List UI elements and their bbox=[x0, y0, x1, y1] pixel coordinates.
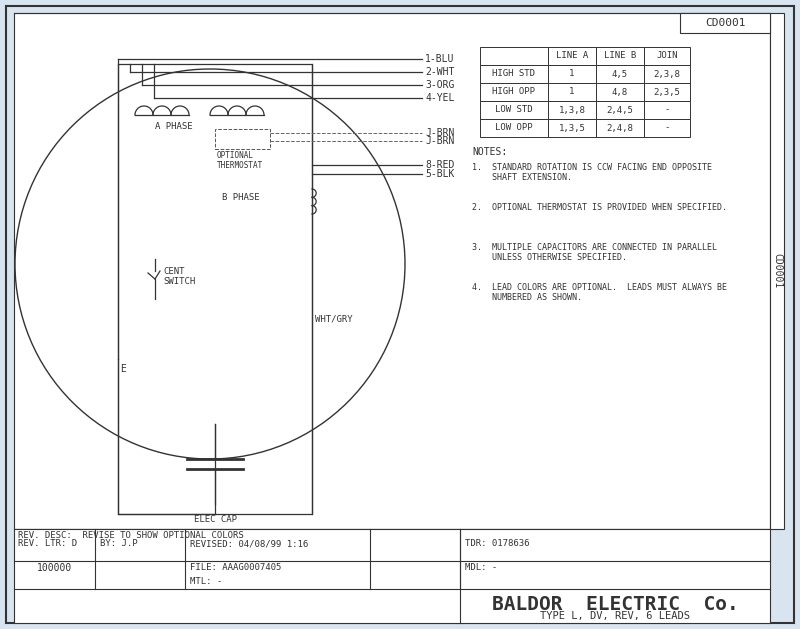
Bar bbox=[596, 47, 644, 65]
Text: 1: 1 bbox=[570, 87, 574, 96]
Bar bbox=[596, 83, 644, 101]
Text: REV. LTR: D: REV. LTR: D bbox=[18, 540, 77, 548]
Text: FILE: AAAG0007405: FILE: AAAG0007405 bbox=[190, 564, 282, 572]
Text: 4,8: 4,8 bbox=[612, 87, 628, 96]
Text: 3.  MULTIPLE CAPACITORS ARE CONNECTED IN PARALLEL
    UNLESS OTHERWISE SPECIFIED: 3. MULTIPLE CAPACITORS ARE CONNECTED IN … bbox=[472, 243, 717, 262]
Text: 1,3,8: 1,3,8 bbox=[558, 106, 586, 114]
Text: TDR: 0178636: TDR: 0178636 bbox=[465, 540, 530, 548]
Bar bbox=[680, 13, 770, 33]
Text: HIGH STD: HIGH STD bbox=[493, 69, 535, 79]
Bar bbox=[480, 119, 548, 137]
Text: ELEC CAP: ELEC CAP bbox=[194, 515, 237, 523]
Bar bbox=[644, 101, 690, 119]
Text: OPTIONAL
THERMOSTAT: OPTIONAL THERMOSTAT bbox=[217, 151, 263, 170]
Text: LOW STD: LOW STD bbox=[495, 106, 533, 114]
Text: 1,3,5: 1,3,5 bbox=[558, 123, 586, 133]
Text: 1.  STANDARD ROTATION IS CCW FACING END OPPOSITE
    SHAFT EXTENSION.: 1. STANDARD ROTATION IS CCW FACING END O… bbox=[472, 163, 712, 182]
Text: 2-WHT: 2-WHT bbox=[425, 67, 454, 77]
Text: 2,3,8: 2,3,8 bbox=[654, 69, 681, 79]
Text: 5-BLK: 5-BLK bbox=[425, 169, 454, 179]
Bar bbox=[548, 119, 596, 137]
Text: A PHASE: A PHASE bbox=[155, 122, 193, 131]
Text: REV. DESC:  REVISE TO SHOW OPTIONAL COLORS: REV. DESC: REVISE TO SHOW OPTIONAL COLOR… bbox=[18, 532, 244, 540]
Text: LINE A: LINE A bbox=[556, 52, 588, 60]
Text: 1: 1 bbox=[570, 69, 574, 79]
Text: SWITCH: SWITCH bbox=[163, 277, 195, 286]
Text: 4,5: 4,5 bbox=[612, 69, 628, 79]
Text: TYPE L, DV, REV, 6 LEADS: TYPE L, DV, REV, 6 LEADS bbox=[540, 611, 690, 621]
Text: 4-YEL: 4-YEL bbox=[425, 93, 454, 103]
Text: 4.  LEAD COLORS ARE OPTIONAL.  LEADS MUST ALWAYS BE
    NUMBERED AS SHOWN.: 4. LEAD COLORS ARE OPTIONAL. LEADS MUST … bbox=[472, 283, 727, 303]
Text: NOTES:: NOTES: bbox=[472, 147, 507, 157]
Text: JOIN: JOIN bbox=[656, 52, 678, 60]
Text: -: - bbox=[664, 123, 670, 133]
Text: 2,4,5: 2,4,5 bbox=[606, 106, 634, 114]
Text: LINE B: LINE B bbox=[604, 52, 636, 60]
Bar bbox=[548, 101, 596, 119]
Text: BALDOR  ELECTRIC  Co.: BALDOR ELECTRIC Co. bbox=[492, 594, 738, 613]
Bar bbox=[596, 65, 644, 83]
Text: LOW OPP: LOW OPP bbox=[495, 123, 533, 133]
Text: 2,3,5: 2,3,5 bbox=[654, 87, 681, 96]
Bar bbox=[480, 65, 548, 83]
Text: WHT/GRY: WHT/GRY bbox=[315, 314, 353, 323]
Bar bbox=[770, 13, 784, 529]
Text: MTL: -: MTL: - bbox=[190, 577, 222, 586]
Text: BY: J.P: BY: J.P bbox=[100, 540, 138, 548]
Bar bbox=[596, 101, 644, 119]
Bar bbox=[548, 47, 596, 65]
Text: 2,4,8: 2,4,8 bbox=[606, 123, 634, 133]
Bar bbox=[644, 119, 690, 137]
Text: J-BRN: J-BRN bbox=[425, 128, 454, 138]
Bar bbox=[215, 129, 270, 149]
Text: CENT: CENT bbox=[163, 267, 185, 276]
Text: 2.  OPTIONAL THERMOSTAT IS PROVIDED WHEN SPECIFIED.: 2. OPTIONAL THERMOSTAT IS PROVIDED WHEN … bbox=[472, 203, 727, 212]
Bar bbox=[644, 83, 690, 101]
Text: J-BRN: J-BRN bbox=[425, 136, 454, 146]
Bar bbox=[644, 47, 690, 65]
Text: MDL: -: MDL: - bbox=[465, 564, 498, 572]
Bar bbox=[644, 65, 690, 83]
Bar bbox=[480, 101, 548, 119]
Bar bbox=[480, 83, 548, 101]
Bar bbox=[548, 65, 596, 83]
Text: B PHASE: B PHASE bbox=[222, 192, 260, 201]
Text: HIGH OPP: HIGH OPP bbox=[493, 87, 535, 96]
Bar bbox=[14, 529, 770, 623]
Bar bbox=[596, 119, 644, 137]
Bar bbox=[548, 83, 596, 101]
Bar bbox=[118, 64, 312, 514]
Text: E: E bbox=[120, 364, 126, 374]
Bar bbox=[480, 47, 548, 65]
Bar bbox=[14, 13, 770, 529]
Text: CD0001: CD0001 bbox=[705, 18, 746, 28]
Text: 1-BLU: 1-BLU bbox=[425, 54, 454, 64]
Text: 8-RED: 8-RED bbox=[425, 160, 454, 170]
Text: CD0001: CD0001 bbox=[772, 253, 782, 289]
Text: 3-ORG: 3-ORG bbox=[425, 80, 454, 90]
Text: 100000: 100000 bbox=[36, 563, 72, 573]
Text: -: - bbox=[664, 106, 670, 114]
Text: REVISED: 04/08/99 1:16: REVISED: 04/08/99 1:16 bbox=[190, 540, 308, 548]
